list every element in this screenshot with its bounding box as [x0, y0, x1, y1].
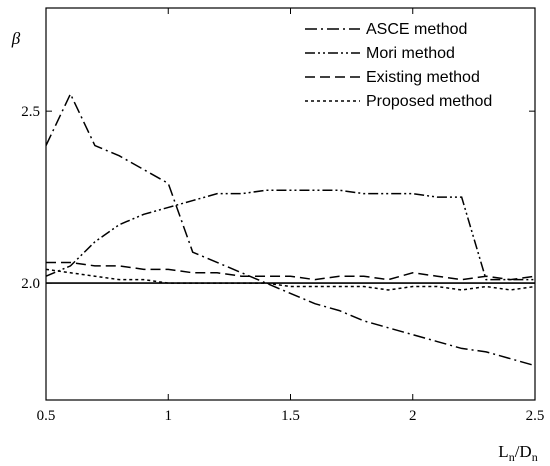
legend: ASCE method Mori method Existing method Pro…: [305, 21, 492, 110]
series-line-3: [46, 261, 535, 281]
legend-label-1: ASCE method: [366, 21, 467, 38]
plot-frame: [45, 7, 536, 401]
y-axis-label: β: [11, 29, 21, 48]
x-tick-label: 1: [165, 408, 173, 424]
x-tick-label: 1.5: [281, 408, 300, 424]
series-line-4: [46, 268, 535, 291]
y-tick-label: 2.0: [21, 276, 40, 292]
legend-label-3: Existing method: [366, 69, 480, 86]
series-line-1: [46, 92, 535, 367]
series-layer: [46, 92, 535, 367]
legend-label-4: Proposed method: [366, 93, 492, 110]
series-line-2: [46, 189, 535, 281]
x-tick-label: 0.5: [37, 408, 56, 424]
x-axis-label: Ln/Dn: [498, 442, 537, 464]
legend-label-2: Mori method: [366, 45, 455, 62]
x-tick-label: 2.5: [526, 408, 545, 424]
ticks: 0.5 1 1.5 2 2.5 2.0 2.5: [21, 8, 544, 424]
x-tick-label: 2: [409, 408, 417, 424]
y-tick-label: 2.5: [21, 104, 40, 120]
